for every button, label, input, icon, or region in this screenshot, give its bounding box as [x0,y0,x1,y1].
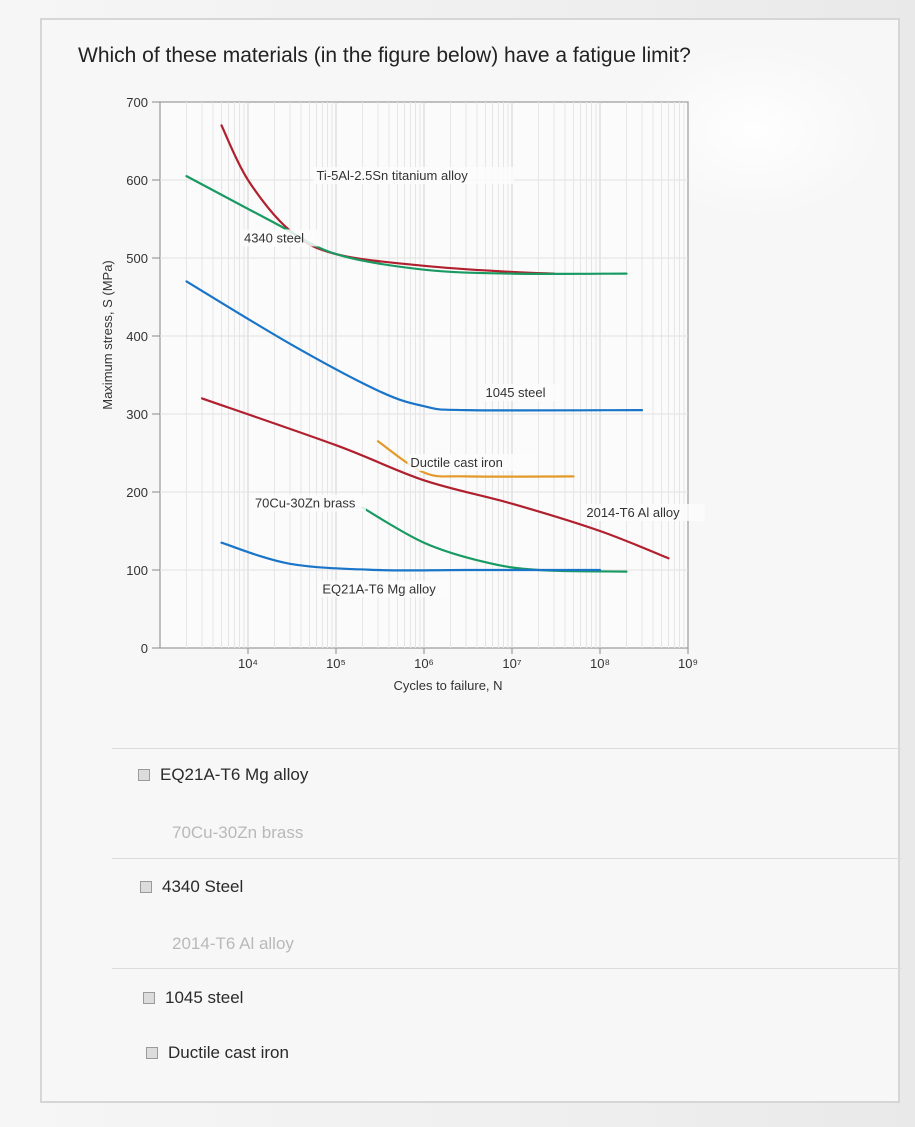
series-label: 2014-T6 Al alloy [586,505,680,520]
x-tick-label: 10⁷ [502,656,521,671]
y-tick-label: 0 [141,641,148,656]
checkbox-icon[interactable] [138,769,150,781]
answer-option-label: Ductile cast iron [168,1043,289,1062]
options-divider [112,968,902,969]
x-tick-label: 10⁸ [590,656,610,671]
checkbox-icon[interactable] [140,881,152,893]
x-tick-label: 10⁵ [326,656,346,671]
answer-option-label: EQ21A-T6 Mg alloy [160,765,309,784]
series-line-1045-steel [185,280,644,412]
series-label-bg [482,383,561,401]
series-label: EQ21A-T6 Mg alloy [322,581,436,596]
y-tick-label: 300 [126,407,148,422]
y-tick-label: 500 [126,251,148,266]
answer-option[interactable]: 2014-T6 Al alloy [150,934,294,954]
series-line-eq21a-t6-mg-alloy [220,541,602,572]
y-tick-label: 600 [126,173,148,188]
series-line-4340-steel [185,175,628,276]
series-label-bg [583,503,705,521]
series-label-bg [407,454,536,472]
series-label: Ti-5Al-2.5Sn titanium alloy [316,168,468,183]
checkbox-icon[interactable] [143,992,155,1004]
series-label-bg [313,167,514,184]
answer-option-label: 2014-T6 Al alloy [172,934,294,953]
x-tick-label: 10⁴ [238,656,258,671]
y-tick-label: 400 [126,329,148,344]
x-tick-label: 10⁹ [678,656,698,671]
answer-option-label: 4340 Steel [162,877,244,896]
series-label: 1045 steel [486,385,546,400]
x-tick-label: 10⁶ [414,656,434,671]
answer-option[interactable]: 4340 Steel [140,877,243,897]
options-divider [112,858,902,859]
series-line-70cu-30zn-brass [361,506,628,573]
answer-option[interactable]: Ductile cast iron [146,1043,289,1063]
fatigue-sn-chart: 0 100 200 300 400 500 600 700 10⁴ 10⁵ 10⁶ 10⁷ 10⁸ 10⁹… [100,95,705,693]
checkbox-icon[interactable] [146,1047,158,1059]
x-axis-label: Cycles to failure, N [393,678,502,693]
series-line-2014-t6-al-alloy [200,397,670,560]
answer-option[interactable]: 70Cu-30Zn brass [150,823,303,843]
series-label: Ductile cast iron [410,455,502,470]
answer-option-label: 1045 steel [165,988,244,1007]
question-text: Which of these materials (in the figure … [78,44,691,67]
answer-option[interactable]: 1045 steel [143,988,243,1008]
answer-option[interactable]: EQ21A-T6 Mg alloy [138,765,308,785]
series-label: 70Cu-30Zn brass [255,496,356,511]
series-label-bg [319,580,448,598]
y-axis-label: Maximum stress, S (MPa) [100,260,115,410]
y-tick-label: 700 [126,95,148,110]
series-label-bg [251,494,366,512]
series-line-ductile-cast-iron [376,440,575,478]
series-label-bg [240,229,319,247]
answer-option-label: 70Cu-30Zn brass [172,823,304,842]
y-tick-label: 200 [126,485,148,500]
y-tick-label: 100 [126,563,148,578]
series-label: 4340 steel [244,230,304,245]
options-divider [112,748,902,749]
